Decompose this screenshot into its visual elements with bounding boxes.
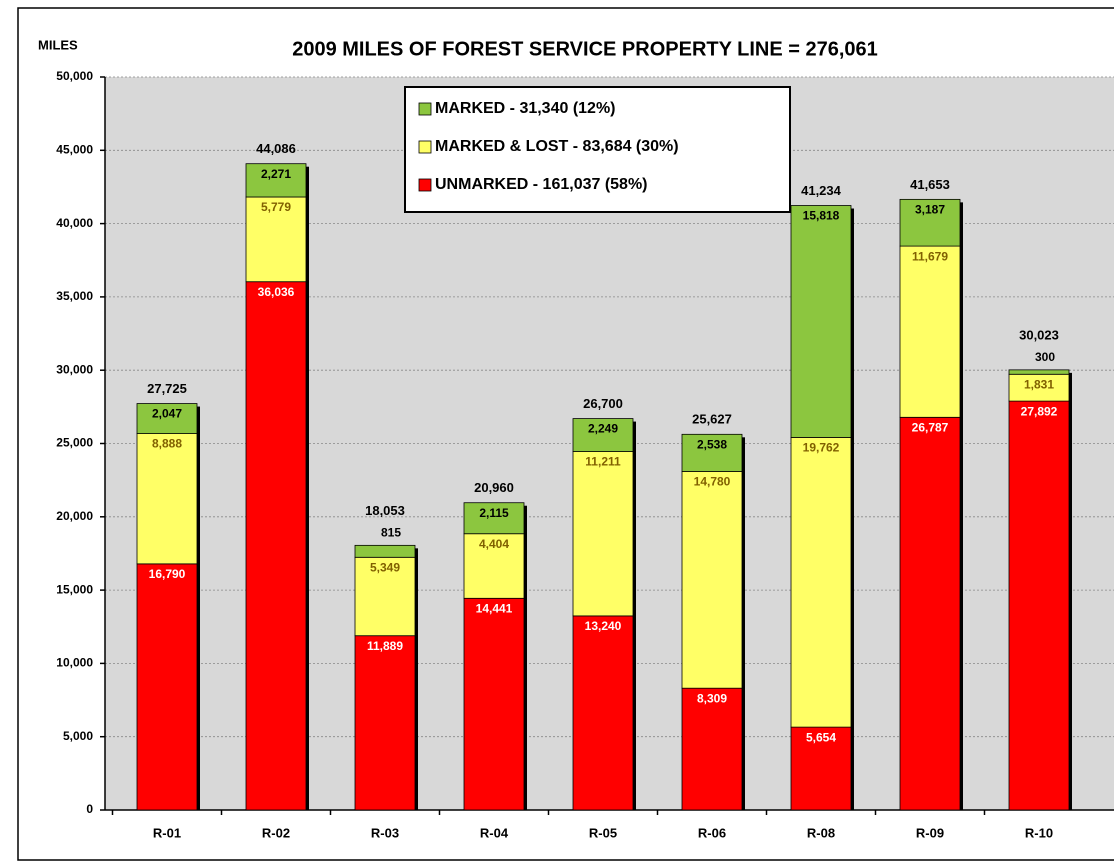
- bar-segment: [572, 615, 634, 811]
- total-label: 26,700: [583, 396, 623, 411]
- data-label: 2,538: [697, 437, 727, 451]
- bar-segment: [681, 433, 743, 472]
- x-tick-label: R-06: [698, 825, 726, 840]
- bar-segment: [463, 597, 525, 811]
- data-label: 300: [1035, 350, 1055, 364]
- x-tick-label: R-03: [371, 825, 399, 840]
- bar-segment: [136, 403, 198, 434]
- y-tick-label: 20,000: [56, 509, 93, 523]
- x-tick-label: R-10: [1025, 825, 1053, 840]
- bar-segment: [790, 726, 852, 811]
- total-label: 30,023: [1019, 327, 1059, 342]
- bar-segment: [1008, 400, 1070, 811]
- total-label: 20,960: [474, 480, 514, 495]
- data-label: 1,831: [1024, 377, 1054, 391]
- data-label: 2,047: [152, 407, 182, 421]
- data-label: 8,309: [697, 691, 727, 705]
- bar-segment: [136, 433, 198, 565]
- x-tick-label: R-01: [153, 825, 181, 840]
- data-label: 26,787: [912, 420, 949, 434]
- bar-segment: [681, 687, 743, 811]
- y-tick-label: 0: [86, 802, 93, 816]
- total-label: 25,627: [692, 412, 732, 427]
- total-label: 18,053: [365, 503, 405, 518]
- data-label: 2,115: [479, 506, 509, 520]
- legend-box: [404, 86, 791, 213]
- data-label: 14,441: [476, 601, 513, 615]
- legend-swatch: [418, 140, 432, 154]
- bar-segment: [1008, 369, 1070, 375]
- data-label: 8,888: [152, 437, 182, 451]
- y-tick-label: 35,000: [56, 289, 93, 303]
- data-label: 13,240: [585, 619, 622, 633]
- bar-segment: [245, 196, 307, 283]
- y-axis-label: MILES: [38, 37, 78, 52]
- x-tick-label: R-02: [262, 825, 290, 840]
- total-label: 44,086: [256, 141, 296, 156]
- x-tick-label: R-09: [916, 825, 944, 840]
- bar-segment: [354, 635, 416, 811]
- y-tick-label: 50,000: [56, 69, 93, 83]
- bar-segment: [790, 205, 852, 438]
- bar-segment: [572, 418, 634, 452]
- data-label: 27,892: [1021, 404, 1058, 418]
- data-label: 16,790: [149, 567, 186, 581]
- y-tick-label: 15,000: [56, 582, 93, 596]
- bar-segment: [572, 451, 634, 617]
- data-label: 36,036: [258, 285, 295, 299]
- legend-swatch: [418, 102, 432, 116]
- data-label: 14,780: [694, 475, 731, 489]
- x-tick-label: R-04: [480, 825, 509, 840]
- data-label: 11,679: [912, 249, 948, 263]
- y-tick-label: 25,000: [56, 436, 93, 450]
- y-tick-label: 10,000: [56, 656, 93, 670]
- data-label: 5,654: [806, 730, 836, 744]
- legend-label: MARKED & LOST - 83,684 (30%): [435, 138, 679, 155]
- data-label: 19,762: [803, 441, 840, 455]
- legend-label: MARKED - 31,340 (12%): [435, 100, 616, 117]
- data-label: 15,818: [803, 209, 840, 223]
- bar-segment: [354, 556, 416, 637]
- total-label: 27,725: [147, 381, 187, 396]
- data-label: 4,404: [479, 537, 509, 551]
- x-tick-label: R-08: [807, 825, 835, 840]
- y-tick-label: 30,000: [56, 362, 93, 376]
- bar-segment: [354, 544, 416, 558]
- bar-segment: [899, 416, 961, 811]
- bar-segment: [681, 471, 743, 689]
- data-label: 3,187: [915, 203, 945, 217]
- chart-title: 2009 MILES OF FOREST SERVICE PROPERTY LI…: [292, 38, 878, 60]
- bar-segment: [463, 533, 525, 599]
- bar-segment: [463, 502, 525, 535]
- x-tick-label: R-05: [589, 825, 617, 840]
- data-label: 11,889: [367, 639, 403, 653]
- data-label: 815: [381, 526, 401, 540]
- bar-segment: [136, 563, 198, 811]
- total-label: 41,234: [801, 183, 842, 198]
- data-label: 2,271: [261, 167, 291, 181]
- data-label: 5,349: [370, 560, 400, 574]
- bar-segment: [1008, 373, 1070, 402]
- legend-swatch: [418, 178, 432, 192]
- bar-segment: [245, 281, 307, 811]
- data-label: 11,211: [585, 455, 621, 469]
- total-label: 41,653: [910, 177, 950, 192]
- data-label: 5,779: [261, 200, 291, 214]
- legend-label: UNMARKED - 161,037 (58%): [435, 176, 648, 193]
- bar-segment: [899, 198, 961, 247]
- y-tick-label: 40,000: [56, 216, 93, 230]
- bar-segment: [245, 163, 307, 198]
- y-tick-label: 45,000: [56, 142, 93, 156]
- y-tick-label: 5,000: [63, 729, 93, 743]
- bar-segment: [790, 437, 852, 728]
- data-label: 2,249: [588, 422, 618, 436]
- bar-segment: [899, 245, 961, 418]
